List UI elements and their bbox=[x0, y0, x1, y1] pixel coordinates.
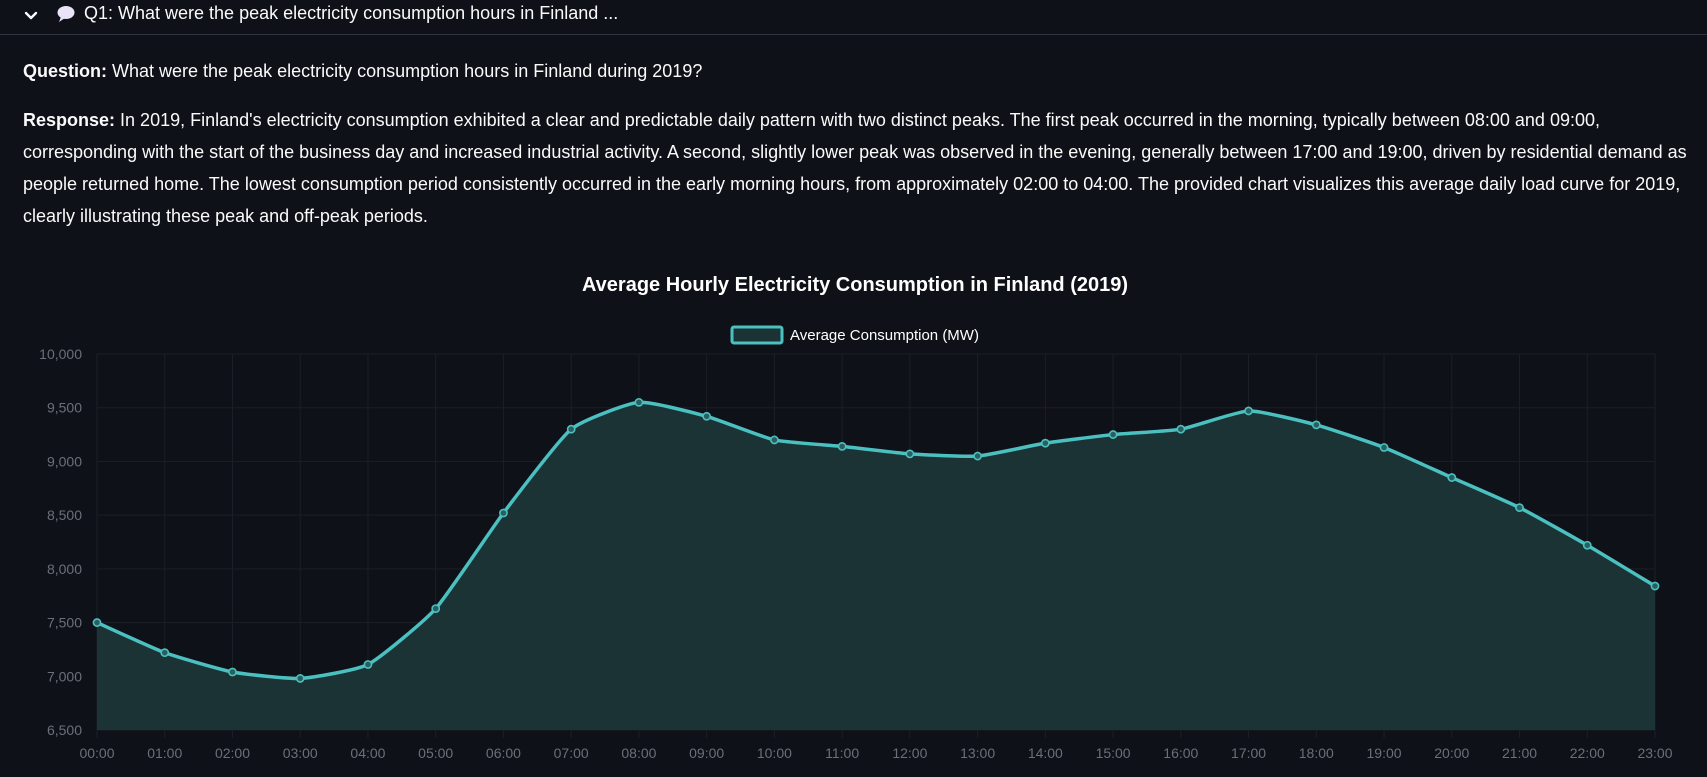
x-tick-label: 03:00 bbox=[283, 745, 318, 761]
expander-title: Q1: What were the peak electricity consu… bbox=[84, 3, 619, 23]
response-text: In 2019, Finland's electricity consumpti… bbox=[23, 110, 1687, 226]
data-point-06:00[interactable] bbox=[499, 508, 508, 518]
x-tick-label: 02:00 bbox=[215, 745, 250, 761]
data-point-03:00[interactable] bbox=[295, 674, 305, 683]
x-tick-label: 07:00 bbox=[554, 745, 589, 761]
x-tick-label: 08:00 bbox=[621, 745, 656, 761]
x-tick-label: 01:00 bbox=[147, 745, 182, 761]
x-tick-label: 23:00 bbox=[1637, 745, 1672, 761]
data-point-19:00[interactable] bbox=[1379, 443, 1389, 452]
legend-label: Average Consumption (MW) bbox=[790, 327, 979, 344]
data-point-20:00[interactable] bbox=[1447, 473, 1457, 482]
data-point-23:00[interactable] bbox=[1650, 581, 1660, 591]
data-point-15:00[interactable] bbox=[1108, 430, 1118, 439]
x-tick-label: 20:00 bbox=[1434, 745, 1469, 761]
x-axis-ticks: 00:00 01:00 02:00 03:00 04:00 05:00 06:00 07:00… bbox=[79, 745, 1672, 761]
data-point-12:00[interactable] bbox=[905, 449, 915, 459]
x-tick-label: 09:00 bbox=[689, 745, 724, 761]
data-point-16:00[interactable] bbox=[1176, 424, 1186, 434]
x-tick-label: 05:00 bbox=[418, 745, 453, 761]
question-paragraph: Question: What were the peak electricity… bbox=[23, 55, 1688, 87]
data-point-07:00[interactable] bbox=[566, 424, 576, 434]
data-point-08:00[interactable] bbox=[634, 397, 644, 407]
data-point-21:00[interactable] bbox=[1515, 503, 1524, 513]
data-point-13:00[interactable] bbox=[973, 451, 983, 461]
data-point-05:00[interactable] bbox=[431, 604, 441, 614]
question-text: What were the peak electricity consumpti… bbox=[112, 61, 703, 81]
series-area bbox=[97, 402, 1655, 730]
expander-header[interactable]: Q1: What were the peak electricity consu… bbox=[0, 0, 1707, 35]
x-tick-label: 06:00 bbox=[486, 745, 521, 761]
x-tick-label: 16:00 bbox=[1163, 745, 1198, 761]
y-tick-label: 7,000 bbox=[47, 668, 82, 684]
speech-bubble-icon bbox=[57, 6, 75, 22]
data-point-02:00[interactable] bbox=[228, 667, 237, 677]
x-tick-label: 19:00 bbox=[1367, 745, 1402, 761]
question-label: Question: bbox=[23, 61, 107, 81]
data-point-11:00[interactable] bbox=[837, 441, 847, 451]
data-point-09:00[interactable] bbox=[702, 411, 712, 421]
x-tick-label: 22:00 bbox=[1570, 745, 1605, 761]
x-tick-label: 21:00 bbox=[1502, 745, 1537, 761]
y-tick-label: 6,500 bbox=[47, 722, 82, 738]
x-tick-label: 15:00 bbox=[1096, 745, 1131, 761]
data-point-10:00[interactable] bbox=[769, 435, 779, 445]
x-tick-label: 12:00 bbox=[892, 745, 927, 761]
x-tick-label: 11:00 bbox=[825, 745, 859, 761]
x-tick-label: 13:00 bbox=[960, 745, 995, 761]
x-tick-label: 04:00 bbox=[350, 745, 385, 761]
y-tick-label: 8,000 bbox=[47, 561, 82, 577]
y-tick-label: 9,500 bbox=[47, 400, 82, 416]
x-tick-label: 14:00 bbox=[1028, 745, 1063, 761]
series-points bbox=[92, 397, 1660, 683]
y-tick-label: 7,500 bbox=[47, 615, 82, 631]
y-tick-label: 9,000 bbox=[47, 453, 82, 469]
x-tick-label: 17:00 bbox=[1231, 745, 1266, 761]
data-point-22:00[interactable] bbox=[1582, 540, 1592, 550]
y-tick-label: 8,500 bbox=[47, 507, 82, 523]
chart-title: Average Hourly Electricity Consumption i… bbox=[582, 274, 1128, 296]
x-tick-label: 00:00 bbox=[79, 745, 114, 761]
data-point-04:00[interactable] bbox=[363, 660, 373, 669]
chart-legend[interactable]: Average Consumption (MW) bbox=[730, 325, 979, 345]
response-paragraph: Response: In 2019, Finland's electricity… bbox=[23, 104, 1688, 232]
consumption-chart: 6,500 7,000 7,500 8,000 8,500 9,000 9,500 10,00… bbox=[39, 274, 1673, 761]
x-tick-label: 10:00 bbox=[757, 745, 792, 761]
chevron-down-icon[interactable] bbox=[22, 7, 40, 25]
data-point-00:00[interactable] bbox=[92, 618, 102, 627]
data-point-01:00[interactable] bbox=[160, 648, 170, 658]
data-point-18:00[interactable] bbox=[1311, 420, 1321, 430]
expander-content: Question: What were the peak electricity… bbox=[23, 55, 1688, 249]
response-label: Response: bbox=[23, 110, 116, 130]
x-tick-label: 18:00 bbox=[1299, 745, 1334, 761]
legend-swatch bbox=[730, 325, 784, 345]
y-axis-ticks: 6,500 7,000 7,500 8,000 8,500 9,000 9,500 10,00… bbox=[39, 346, 82, 738]
data-point-17:00[interactable] bbox=[1244, 406, 1253, 416]
y-tick-label: 10,000 bbox=[39, 346, 82, 362]
chart-container: 6,500 7,000 7,500 8,000 8,500 9,000 9,500 10,00… bbox=[0, 262, 1707, 777]
data-point-14:00[interactable] bbox=[1040, 438, 1050, 448]
